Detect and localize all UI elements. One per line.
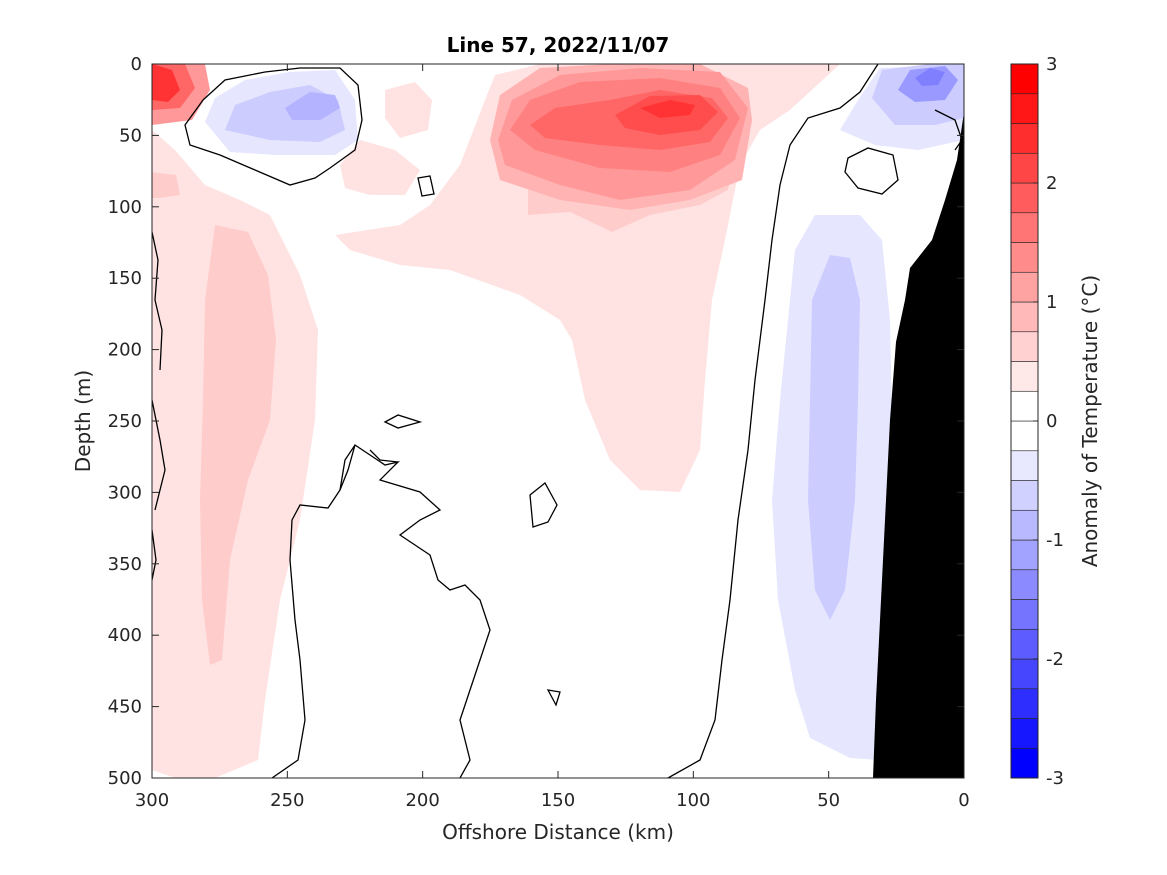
colorbar-segment <box>1010 569 1039 600</box>
colorbar-segment <box>1010 480 1039 511</box>
x-tick-label: 50 <box>817 790 840 811</box>
colorbar-segment <box>1010 93 1039 124</box>
colorbar-tick-label: 3 <box>1046 54 1057 75</box>
warm-patch-upper-left <box>340 140 420 195</box>
zero-contour-drop <box>529 482 558 528</box>
colorbar: 3 2 1 0 -1 -2 -3 <box>1010 54 1064 789</box>
zero-contour-left-edge <box>152 231 166 581</box>
x-tick-label: 300 <box>135 790 169 811</box>
y-tick-label: 500 <box>108 768 142 789</box>
warm-patch-small <box>385 82 432 138</box>
plot-area <box>151 63 965 779</box>
warm-level-6 <box>640 100 695 118</box>
x-tick-label: 150 <box>541 790 575 811</box>
colorbar-segment <box>1010 509 1039 541</box>
x-axis-label: Offshore Distance (km) <box>442 820 674 844</box>
colorbar-tick-label: 1 <box>1046 292 1057 313</box>
colorbar-segment <box>1010 271 1039 303</box>
colorbar-tick-label: 2 <box>1046 173 1057 194</box>
colorbar-segment <box>1010 182 1039 214</box>
colorbar-segment <box>1010 747 1039 779</box>
cool-eddy-inner <box>285 92 340 120</box>
y-tick-label: 100 <box>108 197 142 218</box>
colorbar-segment <box>1010 539 1039 571</box>
colorbar-segment <box>1010 420 1039 452</box>
colorbar-segment <box>1010 718 1039 749</box>
y-tick-label: 300 <box>108 482 142 503</box>
zero-contours <box>152 64 963 778</box>
colorbar-segment <box>1010 152 1039 184</box>
colorbar-segment <box>1010 123 1039 154</box>
warm-core-deep-left <box>200 225 276 665</box>
zero-contour-coastal-front <box>667 64 879 778</box>
zero-contour-lens <box>417 175 435 197</box>
colorbar-segment <box>1010 361 1039 392</box>
warm-patch-side <box>152 172 180 198</box>
colorbar-segment <box>1010 63 1039 95</box>
colorbar-segment <box>1010 628 1039 660</box>
x-tick-label: 100 <box>676 790 710 811</box>
x-tick-label: 200 <box>405 790 439 811</box>
cool-coastal-core <box>915 68 945 86</box>
x-axis: 300 250 200 150 100 50 0 <box>135 64 970 811</box>
y-tick-label: 350 <box>108 554 142 575</box>
chart-title: Line 57, 2022/11/07 <box>447 33 670 57</box>
y-axis-label: Depth (m) <box>71 370 95 472</box>
bathymetry <box>873 112 964 778</box>
colorbar-tick-label: 0 <box>1046 411 1057 432</box>
y-tick-label: 150 <box>108 268 142 289</box>
colorbar-tick-label: -3 <box>1046 768 1064 789</box>
zero-contour-deep-wedge <box>271 444 491 778</box>
colorbar-segment <box>1010 301 1039 333</box>
zero-contour-upper-wedge <box>339 444 399 491</box>
colorbar-segment <box>1010 390 1039 422</box>
colorbar-segment <box>1010 331 1039 362</box>
zero-contour-tiny <box>546 689 561 707</box>
x-tick-label: 0 <box>958 790 969 811</box>
zero-contour-small-eddy <box>844 147 899 195</box>
colorbar-label: Anomaly of Temperature (°C) <box>1078 275 1102 567</box>
colorbar-segment <box>1010 450 1039 481</box>
colorbar-segment <box>1010 242 1039 273</box>
colorbar-segment <box>1010 212 1039 243</box>
y-tick-label: 200 <box>108 340 142 361</box>
zero-contour-eddy <box>184 67 363 186</box>
anomaly-fields <box>152 64 964 778</box>
zero-contour-small-loop <box>383 414 423 429</box>
colorbar-tick-label: -2 <box>1046 649 1064 670</box>
y-axis: 0 50 100 150 200 250 300 350 400 450 500 <box>108 54 964 789</box>
colorbar-segment <box>1010 658 1039 690</box>
warm-patch-corner-core <box>152 64 180 102</box>
y-tick-label: 450 <box>108 697 142 718</box>
y-tick-label: 50 <box>119 125 142 146</box>
zero-contour-inshore <box>934 109 963 151</box>
x-tick-label: 250 <box>270 790 304 811</box>
y-tick-label: 250 <box>108 411 142 432</box>
y-tick-label: 0 <box>131 54 142 75</box>
colorbar-tick-label: -1 <box>1046 530 1064 551</box>
colorbar-segment <box>1010 688 1039 719</box>
y-tick-label: 400 <box>108 625 142 646</box>
cool-tongue-inner <box>808 255 860 620</box>
colorbar-segment <box>1010 599 1039 630</box>
